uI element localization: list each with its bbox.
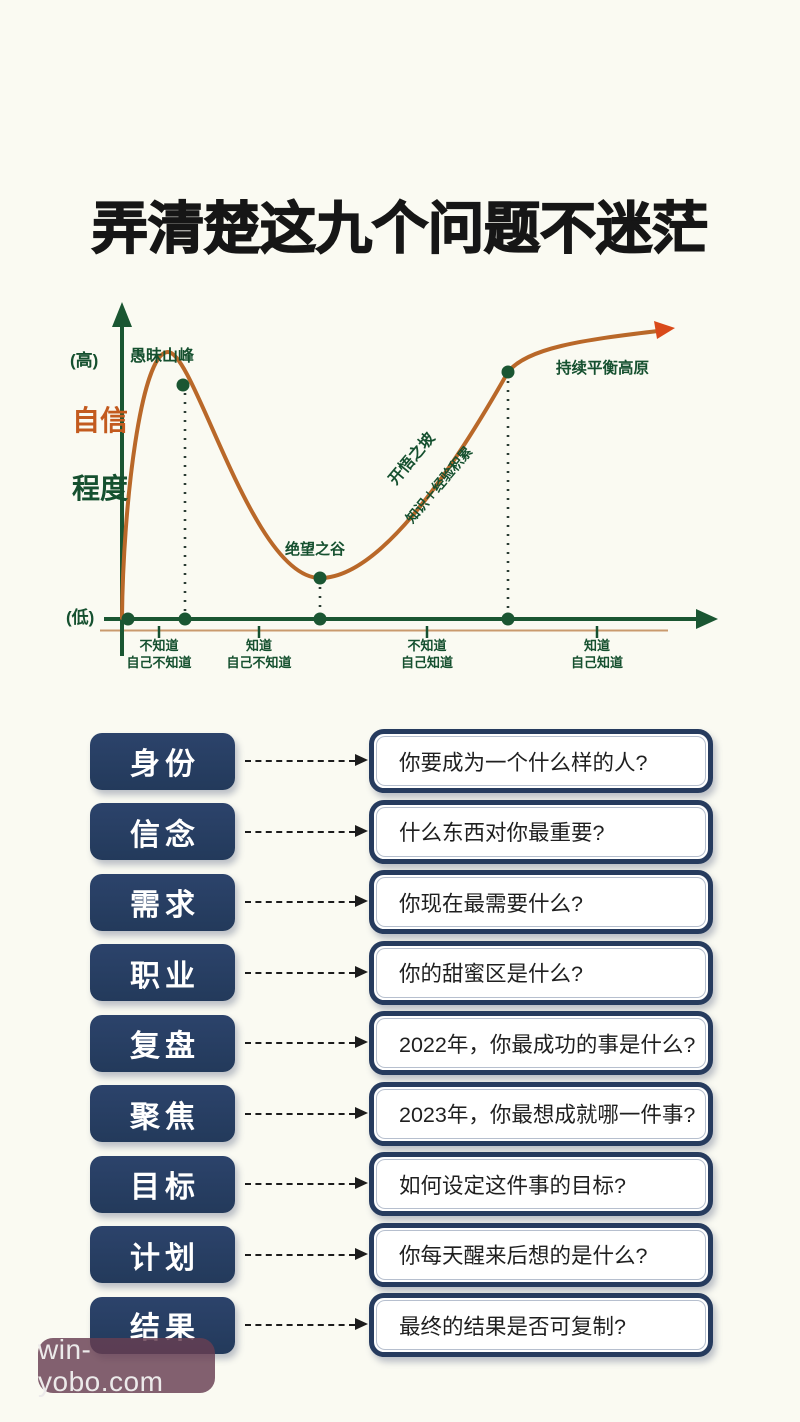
question-box: 你每天醒来后想的是什么? [369, 1222, 713, 1287]
page-title: 弄清楚这九个问题不迷茫 [91, 196, 709, 261]
dashed-arrow-icon [245, 895, 368, 907]
question-text: 你要成为一个什么样的人? [399, 750, 648, 775]
row-label: 计划 [90, 1226, 235, 1283]
dashed-arrow-icon [245, 1247, 368, 1260]
dashed-arrow-icon [245, 1177, 368, 1189]
y-axis-high-label: (高) [70, 351, 99, 370]
question-row-needs: 需求 你现在最需要什么? [0, 870, 800, 934]
confidence-curve [120, 329, 660, 620]
curve-chart-svg [100, 302, 718, 656]
question-box: 什么东西对你最重要? [369, 799, 713, 864]
curve-markers [121, 365, 515, 626]
question-list: 身份 你要成为一个什么样的人? 信念 什么东西对你最重要? 需求 你现在最需要什… [0, 729, 800, 1364]
dashed-arrow-icon [245, 1036, 368, 1048]
watermark-badge: win-yobo.com [38, 1334, 215, 1397]
y-axis-low-label: (低) [66, 608, 95, 627]
x-axis-label-3: 不知道 自己知道 [400, 638, 454, 670]
dashed-arrow-icon [245, 1318, 368, 1330]
annotation-peak: 愚昧山峰 [130, 348, 195, 365]
question-text: 你每天醒来后想的是什么? [399, 1244, 648, 1268]
row-label: 需求 [90, 873, 235, 931]
question-row-goal: 目标 如何设定这件事的目标? [0, 1152, 800, 1216]
annotation-valley: 绝望之谷 [285, 541, 346, 558]
curve-end-arrow-icon [654, 321, 675, 339]
x-axis-label-4: 知道 自己知道 [570, 638, 624, 670]
question-text: 你的甜蜜区是什么? [399, 962, 583, 986]
confidence-curve-chart: (高) (低) 自信 程度 愚昧山峰 绝望之谷 持续平衡高原 开悟之坡 知识＋经… [0, 300, 800, 700]
question-box: 2023年，你最想成就哪一件事? [369, 1081, 713, 1146]
row-label: 聚焦 [90, 1085, 235, 1142]
question-text: 什么东西对你最重要? [399, 821, 605, 845]
row-label: 职业 [90, 944, 235, 1001]
x-axis-arrow-icon [696, 609, 718, 629]
question-box: 你的甜蜜区是什么? [369, 940, 713, 1005]
dashed-arrow-icon [245, 1106, 368, 1119]
question-row-belief: 信念 什么东西对你最重要? [0, 799, 800, 864]
row-label: 复盘 [90, 1014, 235, 1072]
question-box: 你现在最需要什么? [369, 870, 713, 934]
watermark-text: win-yobo.com [38, 1333, 164, 1397]
question-row-identity: 身份 你要成为一个什么样的人? [0, 729, 800, 793]
x-axis-label-2: 知道 自己不知道 [226, 638, 292, 670]
question-row-result: 结果 最终的结果是否可复制? [0, 1293, 800, 1357]
question-row-review: 复盘 2022年，你最成功的事是什么? [0, 1011, 800, 1075]
question-text: 2022年，你最成功的事是什么? [399, 1032, 696, 1057]
question-box: 如何设定这件事的目标? [369, 1152, 713, 1216]
question-text: 2023年，你最想成就哪一件事? [399, 1103, 696, 1127]
y-axis-title-part2: 程度 [72, 473, 129, 504]
question-text: 如何设定这件事的目标? [399, 1173, 626, 1198]
row-label: 目标 [90, 1155, 235, 1213]
y-axis-arrow-icon [112, 302, 132, 327]
dashed-arrow-icon [245, 965, 368, 978]
question-box: 你要成为一个什么样的人? [369, 729, 713, 793]
row-label: 信念 [90, 803, 235, 860]
question-text: 最终的结果是否可复制? [399, 1314, 626, 1339]
dashed-arrow-icon [245, 754, 368, 766]
x-axis-label-1: 不知道 自己不知道 [126, 638, 192, 670]
row-label: 身份 [90, 732, 235, 790]
question-box: 2022年，你最成功的事是什么? [369, 1011, 713, 1075]
question-box: 最终的结果是否可复制? [369, 1293, 713, 1357]
question-row-career: 职业 你的甜蜜区是什么? [0, 940, 800, 1005]
annotation-plateau: 持续平衡高原 [556, 360, 650, 377]
question-text: 你现在最需要什么? [399, 891, 583, 916]
question-row-plan: 计划 你每天醒来后想的是什么? [0, 1222, 800, 1287]
x-axis-ticks [157, 626, 599, 638]
dashed-arrow-icon [245, 824, 368, 837]
droplines [183, 381, 510, 611]
y-axis-title-part1: 自信 [72, 405, 129, 436]
question-row-focus: 聚焦 2023年，你最想成就哪一件事? [0, 1081, 800, 1146]
